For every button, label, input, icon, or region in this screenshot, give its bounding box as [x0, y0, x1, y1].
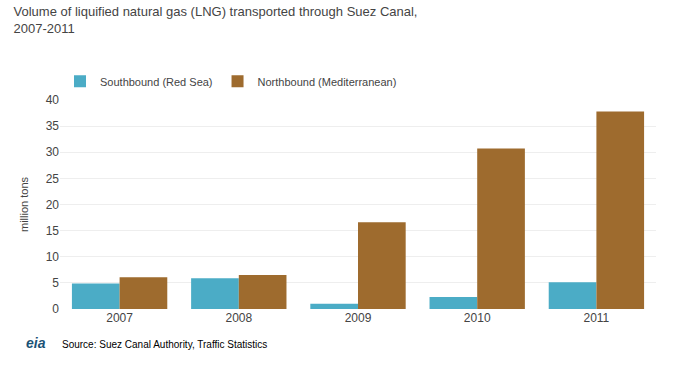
svg-text:Northbound (Mediterranean): Northbound (Mediterranean): [258, 76, 397, 88]
svg-text:eia: eia: [26, 335, 46, 351]
svg-text:20: 20: [46, 198, 60, 212]
svg-text:2008: 2008: [225, 311, 252, 325]
svg-text:35: 35: [46, 119, 60, 133]
svg-text:5: 5: [52, 276, 59, 290]
svg-text:0: 0: [52, 302, 59, 316]
svg-text:Source: Suez Canal Authority,: Source: Suez Canal Authority, Traffic St…: [62, 339, 267, 350]
svg-text:15: 15: [46, 224, 60, 238]
svg-text:30: 30: [46, 145, 60, 159]
svg-text:2011: 2011: [583, 311, 609, 325]
svg-text:Southbound (Red Sea): Southbound (Red Sea): [100, 76, 213, 88]
svg-text:million tons: million tons: [18, 176, 30, 232]
svg-text:2009: 2009: [345, 311, 372, 325]
svg-text:2010: 2010: [464, 311, 491, 325]
svg-text:2007: 2007: [106, 311, 133, 325]
svg-text:25: 25: [46, 172, 60, 186]
svg-text:10: 10: [46, 250, 60, 264]
svg-text:Volume of liquified natural ga: Volume of liquified natural gas (LNG) tr…: [14, 4, 418, 36]
svg-text:40: 40: [46, 93, 60, 107]
